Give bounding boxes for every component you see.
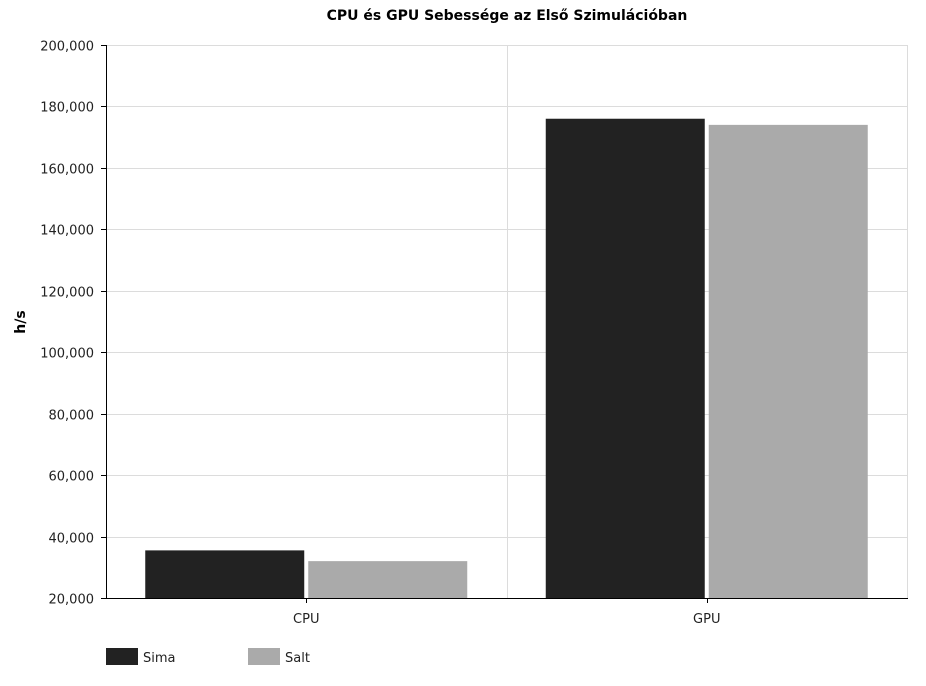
grid-lines — [106, 45, 908, 598]
legend-swatch-salt[interactable] — [248, 648, 280, 665]
y-axis-ticks: 20,000 40,000 60,000 80,000 100,000 120,000 14… — [40, 40, 106, 608]
legend[interactable]: Sima Salt — [106, 648, 310, 666]
legend-swatch-sima[interactable] — [106, 648, 138, 665]
y-tick-label: 140,000 — [40, 224, 94, 239]
y-tick-label: 40,000 — [49, 532, 95, 547]
legend-label-sima[interactable]: Sima — [143, 651, 176, 666]
bars — [145, 118, 868, 598]
y-tick-label: 200,000 — [40, 40, 94, 55]
legend-label-salt[interactable]: Salt — [285, 651, 310, 666]
x-tick-label: CPU — [293, 612, 319, 627]
y-axis-label: h/s — [13, 310, 29, 333]
y-tick-label: 20,000 — [49, 593, 95, 608]
y-tick-label: 120,000 — [40, 286, 94, 301]
bar-salt-gpu[interactable] — [708, 124, 868, 598]
y-tick-label: 100,000 — [40, 347, 94, 362]
y-tick-label: 180,000 — [40, 101, 94, 116]
chart-title: CPU és GPU Sebessége az Első Szimulációb… — [327, 8, 688, 24]
x-axis-ticks: CPU GPU — [293, 598, 720, 627]
y-tick-label: 60,000 — [49, 470, 95, 485]
bar-sima-gpu[interactable] — [545, 118, 705, 598]
y-tick-label: 160,000 — [40, 163, 94, 178]
bar-sima-cpu[interactable] — [145, 550, 305, 598]
x-tick-label: GPU — [693, 612, 720, 627]
axes — [106, 45, 908, 599]
bar-salt-cpu[interactable] — [308, 561, 468, 598]
y-tick-label: 80,000 — [49, 409, 95, 424]
